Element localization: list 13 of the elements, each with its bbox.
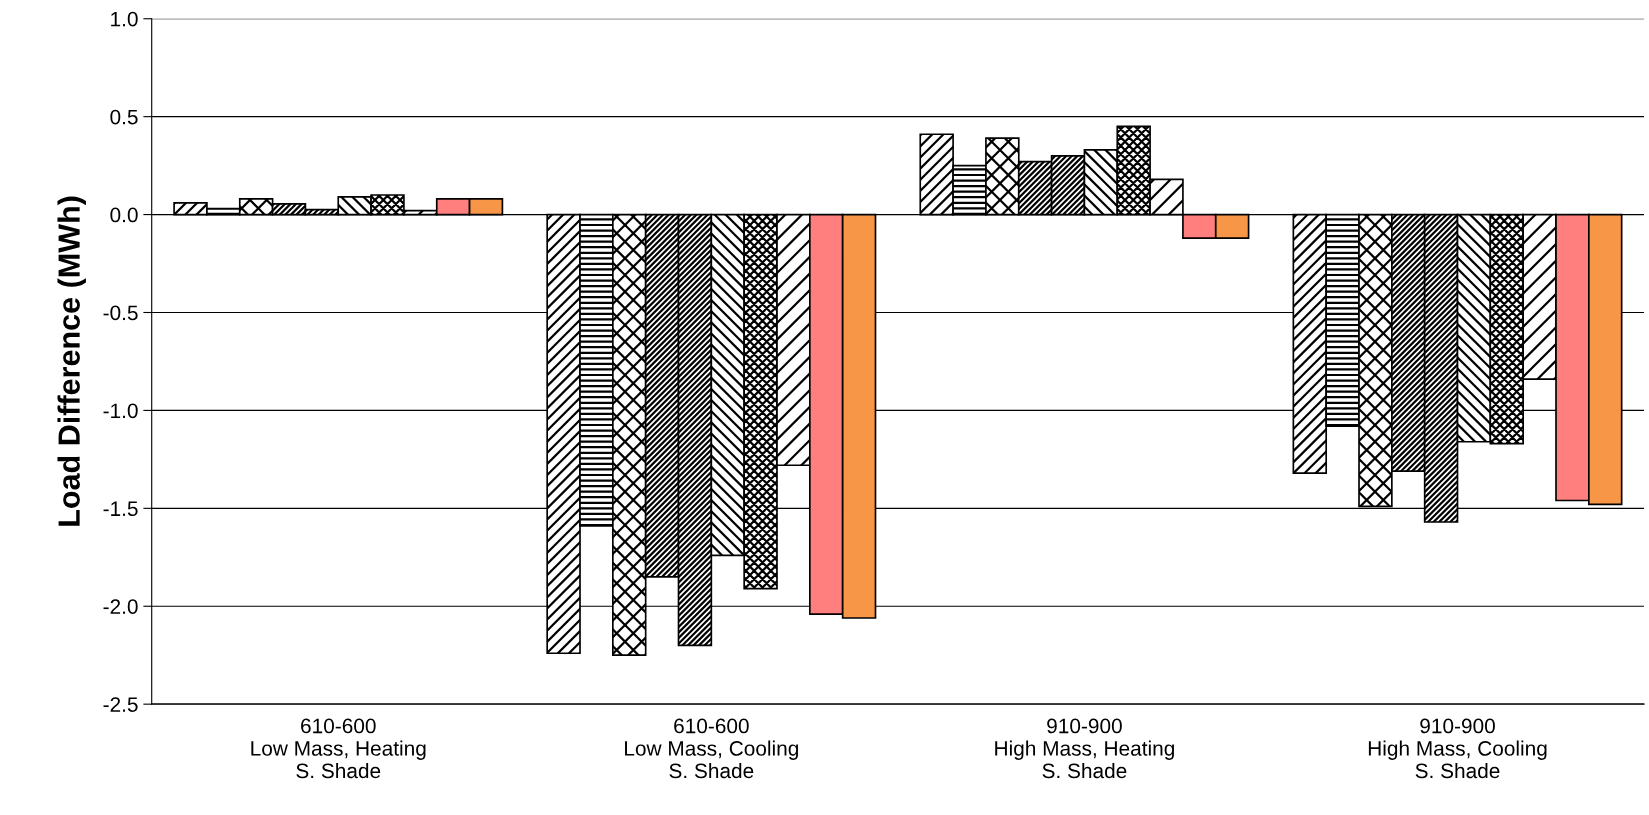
y-tick-label: 1.0 [111,11,138,27]
y-tick-label: -2.5 [103,697,138,712]
y-tick-label: -0.5 [103,305,138,321]
y-tick-label: 0.0 [110,207,138,223]
x-tick-label: 910-900 High Mass, Heating S. Shade [995,718,1174,779]
x-tick-label: 610-600 Low Mass, Heating S. Shade [251,718,426,779]
y-tick-label: -1.5 [103,501,138,517]
y-axis-title: Load Difference (MWh) [57,196,86,526]
x-tick-label: 610-600 Low Mass, Cooling S. Shade [625,718,798,779]
y-tick-label: -2.0 [103,599,138,614]
y-tick-label: 0.5 [110,109,138,125]
y-tick-label: -1.0 [103,403,138,419]
x-tick-label: 910-900 High Mass, Cooling S. Shade [1368,718,1547,779]
